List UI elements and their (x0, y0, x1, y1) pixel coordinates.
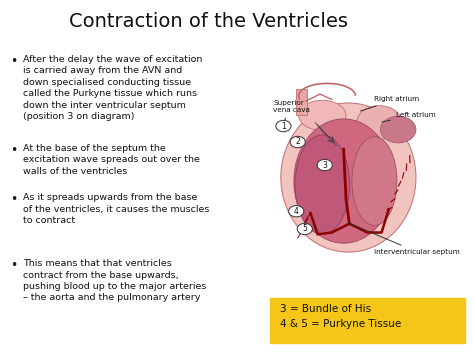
FancyBboxPatch shape (270, 298, 465, 343)
Ellipse shape (299, 100, 346, 130)
Text: 1: 1 (281, 121, 286, 131)
Text: •: • (10, 55, 18, 68)
Circle shape (276, 120, 291, 132)
Ellipse shape (380, 116, 416, 143)
Text: Left atrium: Left atrium (382, 113, 436, 122)
Text: 3: 3 (322, 160, 327, 170)
Text: •: • (10, 144, 18, 157)
Text: 4: 4 (294, 207, 299, 216)
Text: After the delay the wave of excitation
is carried away from the AVN and
down spe: After the delay the wave of excitation i… (23, 55, 202, 121)
Ellipse shape (357, 105, 402, 139)
Circle shape (297, 223, 312, 235)
Ellipse shape (295, 135, 349, 234)
Text: Superior
vena cava: Superior vena cava (273, 100, 310, 120)
Text: At the base of the septum the
excitation wave spreads out over the
walls of the : At the base of the septum the excitation… (23, 144, 200, 176)
Text: •: • (10, 193, 18, 207)
Circle shape (290, 136, 305, 148)
Circle shape (289, 206, 304, 217)
Text: 2: 2 (295, 137, 300, 147)
Text: Interventricular septum: Interventricular septum (348, 223, 460, 255)
Text: As it spreads upwards from the base
of the ventricles, it causes the muscles
to : As it spreads upwards from the base of t… (23, 193, 209, 225)
Ellipse shape (294, 119, 393, 243)
Ellipse shape (352, 137, 397, 225)
Circle shape (317, 159, 332, 171)
FancyBboxPatch shape (296, 89, 307, 115)
Text: •: • (10, 259, 18, 272)
Text: 5: 5 (302, 224, 307, 234)
Text: 3 = Bundle of His
4 & 5 = Purkyne Tissue: 3 = Bundle of His 4 & 5 = Purkyne Tissue (280, 304, 401, 329)
Text: This means that that ventricles
contract from the base upwards,
pushing blood up: This means that that ventricles contract… (23, 259, 206, 302)
Text: Contraction of the Ventricles: Contraction of the Ventricles (69, 12, 348, 32)
Text: Right atrium: Right atrium (361, 97, 419, 111)
Ellipse shape (281, 103, 416, 252)
